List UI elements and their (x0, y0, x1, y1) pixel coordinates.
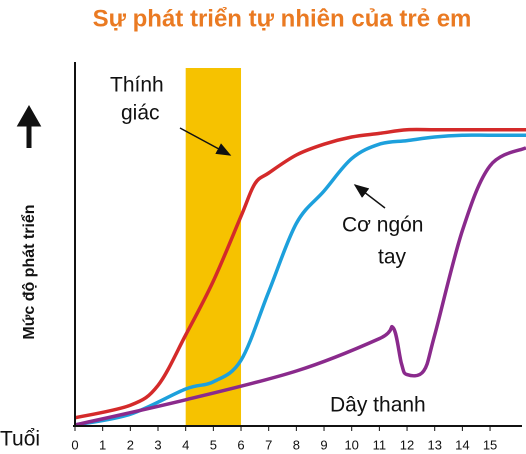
x-tick-label: 11 (373, 437, 387, 452)
annotation-arrow (179, 127, 232, 156)
y-arrow (16, 104, 42, 148)
x-tick-label: 14 (455, 437, 469, 452)
chart-title: Sự phát triển tự nhiên của trẻ em (93, 5, 472, 32)
annotation: tay (378, 246, 407, 269)
highlight-band (185, 68, 242, 425)
annotation-arrow (353, 184, 386, 209)
annotation: Thính (110, 74, 164, 97)
x-tick-label: 10 (344, 437, 358, 452)
x-tick-label: 15 (483, 437, 497, 452)
x-tick-label: 8 (293, 437, 300, 452)
line-series (74, 127, 526, 420)
y-axis-label: Mức độ phát triển (20, 204, 38, 339)
x-tick-label: 2 (127, 437, 134, 452)
x-tick-label: 1 (99, 437, 106, 452)
x-tick-label: 7 (265, 437, 272, 452)
x-tick-label: 12 (400, 437, 414, 452)
annotation: Dây thanh (330, 394, 426, 417)
line-series (74, 133, 526, 427)
annotation: Cơ ngón (342, 214, 424, 237)
x-tick-label: 6 (237, 437, 244, 452)
x-tick-label: 5 (210, 437, 217, 452)
x-tick-label: 3 (154, 437, 161, 452)
line-series (74, 146, 526, 427)
x-tick-label: 4 (182, 437, 189, 452)
x-axis-label: Tuổi (0, 428, 40, 451)
x-tick-label: 9 (320, 437, 327, 452)
x-tick-label: 13 (427, 437, 441, 452)
x-tick-label: 0 (71, 437, 78, 452)
annotation: giác (121, 102, 160, 125)
